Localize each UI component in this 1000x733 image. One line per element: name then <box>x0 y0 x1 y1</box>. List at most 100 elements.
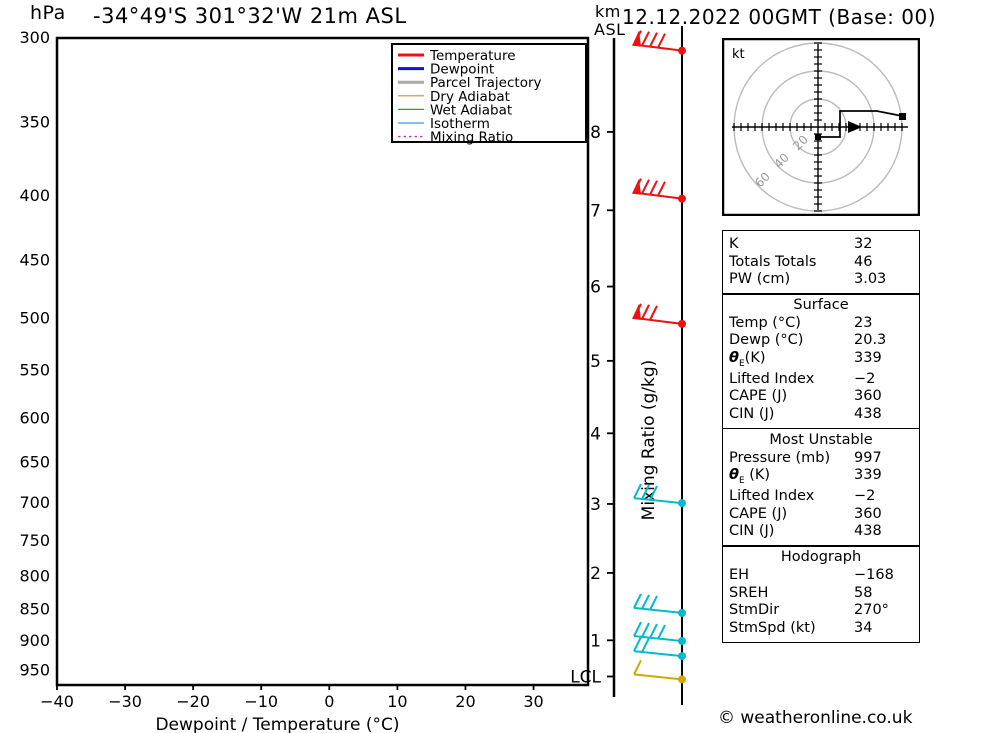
height-unit-label-2: ASL <box>594 20 626 39</box>
pressure-tick-label: 950 <box>19 661 50 680</box>
temperature-tick-label: −30 <box>108 692 142 711</box>
legend-label: Isotherm <box>430 116 490 132</box>
panel-row-value: −168 <box>854 567 894 583</box>
height-tick-label: 2 <box>590 564 601 584</box>
page-title: -34°49'S 301°32'W 21m ASL <box>93 4 407 28</box>
pressure-tick-label: 400 <box>19 186 50 205</box>
pressure-tick-label: 650 <box>19 452 50 471</box>
panel-row-key: EH <box>729 567 750 583</box>
panel-row: CAPE (J) 360 <box>729 507 913 522</box>
panel-row: Totals Totals 46 <box>729 253 913 270</box>
panel-row-key: Temp (°C) <box>729 314 801 331</box>
pressure-tick-label: 300 <box>19 28 50 47</box>
panel-row-key: SREH <box>729 584 769 601</box>
panel-row: StmSpd (kt) 34 <box>729 619 913 636</box>
panel-row: Lifted Index −2 <box>729 489 913 504</box>
panel-row: Temp (°C) 23 <box>729 316 913 331</box>
temperature-tick-label: 10 <box>387 692 407 711</box>
panel-row-value: −2 <box>854 370 876 387</box>
lcl-label: LCL <box>570 667 601 687</box>
wind-barb <box>633 593 686 617</box>
temperature-tick-label: 20 <box>455 692 475 711</box>
panel-row-key: PW (cm) <box>729 271 791 287</box>
panel-row: StmDir 270° <box>729 603 913 618</box>
panel-row-key: θE (K) <box>729 467 771 487</box>
panel-row-value: 339 <box>854 467 882 484</box>
panel-row: Lifted Index −2 <box>729 372 913 387</box>
panel-row: CIN (J) 438 <box>729 524 913 539</box>
panel-row-value: 58 <box>854 584 873 601</box>
panel-row-value: −2 <box>854 488 876 505</box>
temperature-tick-label: −20 <box>176 692 210 711</box>
panel-row: Dewp (°C) 20.3 <box>729 333 913 348</box>
panel-row: θE (K) 339 <box>729 468 913 486</box>
height-tick-label: 3 <box>590 495 601 515</box>
panel-row-value: 32 <box>854 236 873 252</box>
datetime-label: 12.12.2022 00GMT (Base: 00) <box>622 5 936 29</box>
pressure-tick-label: 750 <box>19 531 50 550</box>
legend-label: Dewpoint <box>430 62 494 78</box>
panel-row-value: 360 <box>854 388 882 405</box>
pressure-tick-label: 550 <box>19 361 50 380</box>
panel-row-key: Pressure (mb) <box>729 449 831 466</box>
panel-row: CIN (J) 438 <box>729 407 913 422</box>
panel-row-key: Dewp (°C) <box>729 332 804 349</box>
panel-row-key: StmSpd (kt) <box>729 619 816 636</box>
temperature-tick-label: −10 <box>244 692 278 711</box>
panel-row-value: 997 <box>854 449 882 466</box>
panel-row-value: 270° <box>854 602 889 618</box>
legend-label: Wet Adiabat <box>430 102 512 118</box>
height-tick-label: 4 <box>590 424 601 444</box>
panel-title: Hodograph <box>780 549 862 565</box>
hodograph: kt 20 40 60 <box>722 38 920 216</box>
panel-row: Pressure (mb) 997 <box>729 451 913 466</box>
panel-row-value: 20.3 <box>854 332 887 349</box>
panel-row-value: 46 <box>854 253 873 270</box>
legend-label: Temperature <box>429 48 516 64</box>
panel-surface: Surface Temp (°C) 23 Dewp (°C) 20.3 θE(K) 339 L… <box>722 292 920 430</box>
panel-title: Most Unstable <box>769 431 873 448</box>
skewt-diagram: 1234681015202530035040045050055060065070… <box>19 26 686 733</box>
panel-row-key: θE(K) <box>729 349 766 369</box>
panel-row: CAPE (J) 360 <box>729 389 913 404</box>
panel-hodograph-stats: Hodograph EH −168 SREH 58 StmDir 270° StmSpd (k… <box>722 545 920 643</box>
panel-row-value: 34 <box>854 619 873 636</box>
pressure-tick-label: 500 <box>19 308 50 327</box>
height-tick-label: 5 <box>590 352 601 372</box>
wind-barb <box>633 621 686 646</box>
x-axis-label: Dewpoint / Temperature (°C) <box>155 715 399 733</box>
hodograph-trace <box>818 110 903 138</box>
hodograph-unit-label: kt <box>732 47 745 62</box>
wind-barb <box>632 178 686 203</box>
height-tick-label: 8 <box>590 123 601 143</box>
pressure-tick-label: 900 <box>19 631 50 650</box>
panel-row: EH −168 <box>729 568 913 583</box>
height-tick-label: 7 <box>590 201 601 221</box>
panel-row-key: CAPE (J) <box>729 388 788 405</box>
height-tick-label: 1 <box>590 631 601 651</box>
panel-row-key: Lifted Index <box>729 370 815 387</box>
pressure-tick-label: 350 <box>19 113 50 132</box>
panel-row-value: 360 <box>854 505 882 522</box>
panel-row-key: CIN (J) <box>729 405 775 422</box>
info-panels: K 32 Totals Totals 46 PW (cm) 3.03 Surface Temp… <box>722 230 920 643</box>
panel-row-key: Lifted Index <box>729 488 815 505</box>
legend-label: Mixing Ratio <box>430 130 513 146</box>
panel-row-key: CAPE (J) <box>729 505 788 522</box>
panel-row-value: 438 <box>854 523 882 540</box>
pressure-unit-label: hPa <box>30 2 66 24</box>
wind-barb <box>633 636 686 661</box>
panel-row: PW (cm) 3.03 <box>729 272 913 287</box>
wind-barb <box>632 30 686 55</box>
panel-row: SREH 58 <box>729 584 913 601</box>
panel-row: K 32 <box>729 237 913 252</box>
pressure-tick-label: 800 <box>19 566 50 585</box>
temperature-tick-label: 0 <box>324 692 334 711</box>
panel-row-value: 339 <box>854 349 882 366</box>
pressure-tick-label: 450 <box>19 251 50 270</box>
legend-label: Parcel Trajectory <box>430 75 542 91</box>
panel-row-value: 438 <box>854 405 882 422</box>
panel-row: θE(K) 339 <box>729 351 913 369</box>
panel-row-key: Totals Totals <box>729 253 817 270</box>
temperature-tick-label: −40 <box>40 692 74 711</box>
